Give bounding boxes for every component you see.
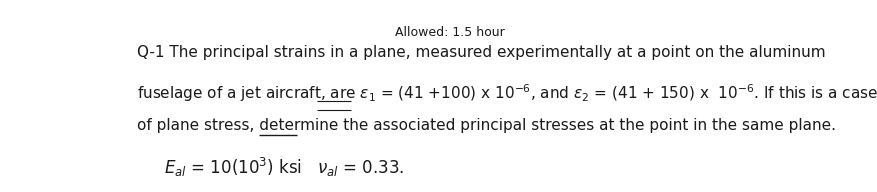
Text: of plane stress, determine the associated principal stresses at the point in the: of plane stress, determine the associate…: [137, 118, 835, 133]
Text: Q-1 The principal strains in a plane, measured experimentally at a point on the : Q-1 The principal strains in a plane, me…: [137, 45, 824, 60]
Text: $E_{al}$ = 10(10$^3$) ksi   $\nu_{al}$ = 0.33.: $E_{al}$ = 10(10$^3$) ksi $\nu_{al}$ = 0…: [164, 156, 404, 179]
Text: fuselage of a jet aircraft, are $\varepsilon_1$ = (41 +100) x 10$^{-6}$, and $\v: fuselage of a jet aircraft, are $\vareps…: [137, 82, 877, 104]
Text: Allowed: 1.5 hour: Allowed: 1.5 hour: [395, 26, 504, 39]
